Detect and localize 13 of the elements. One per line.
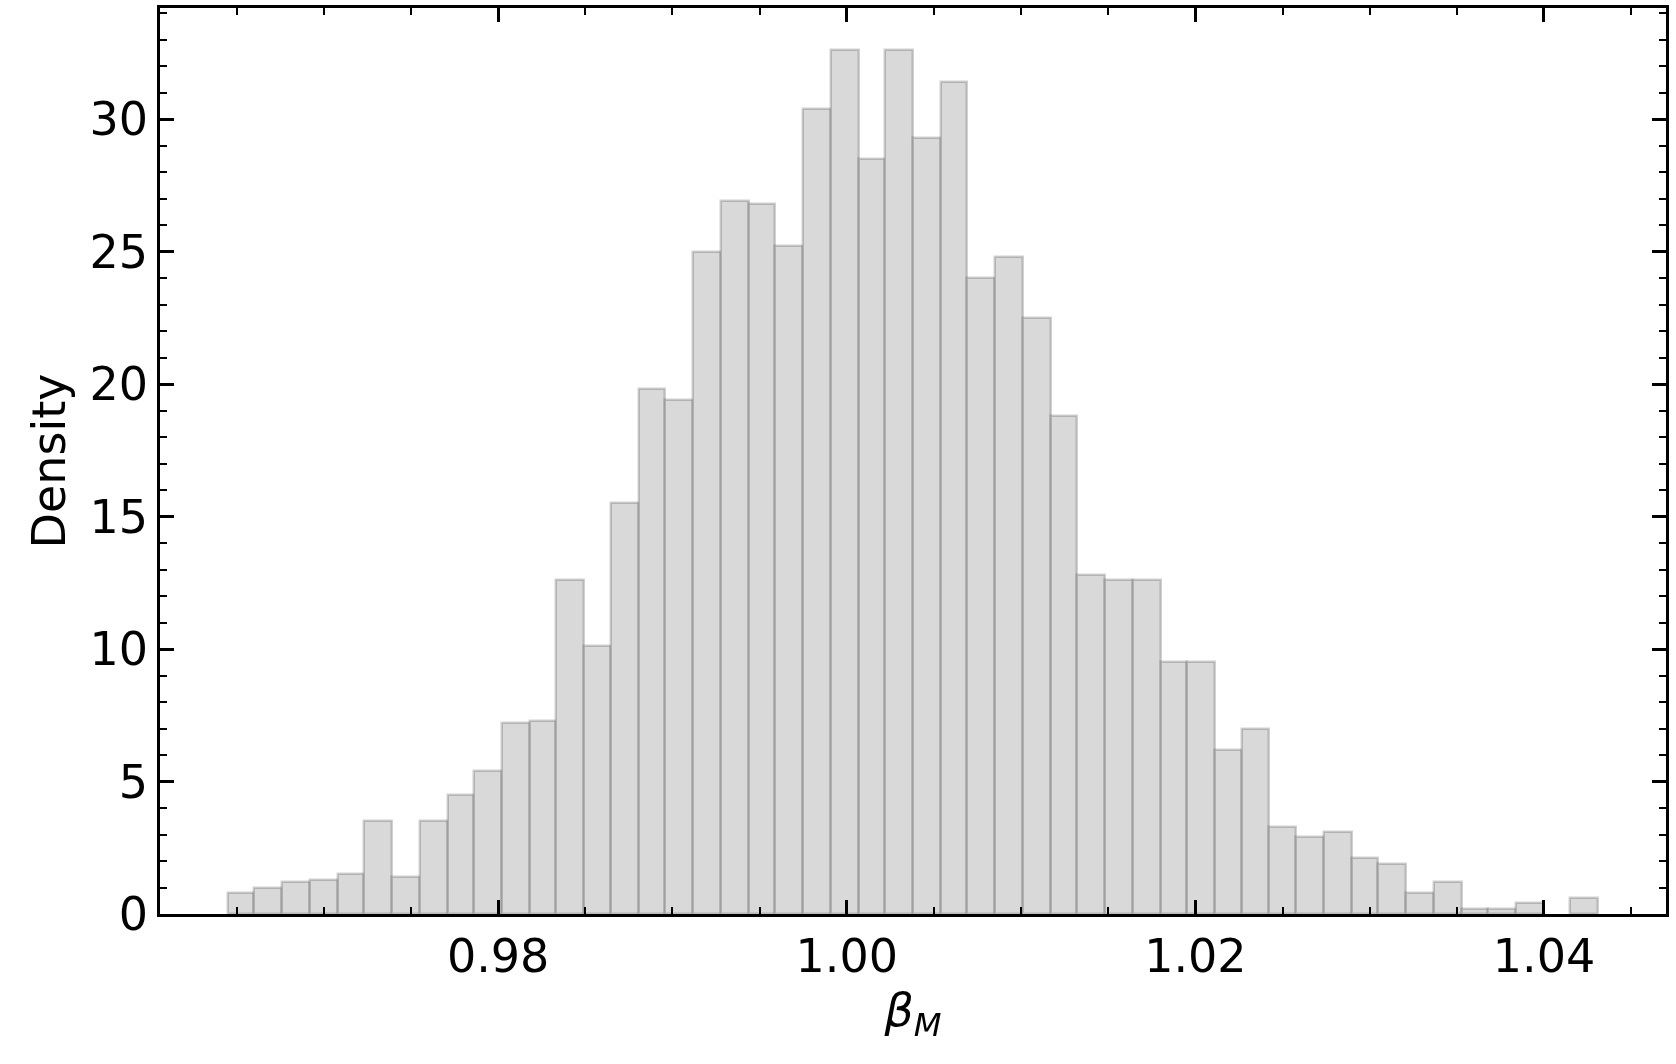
x-tick-label: 1.00 [795, 928, 898, 983]
x-axis-title: β$_{M}$ [883, 982, 942, 1044]
y-axis-title: Density [21, 373, 76, 549]
y-tick-label: 10 [89, 622, 149, 677]
y-tick-label: 30 [89, 92, 149, 147]
x-tick-label: 1.02 [1144, 928, 1247, 983]
y-tick-label: 20 [89, 357, 149, 412]
y-tick-label: 0 [118, 887, 149, 942]
y-tick-label: 15 [89, 489, 149, 544]
y-tick-label: 5 [118, 754, 149, 809]
x-tick-label: 1.04 [1492, 928, 1596, 983]
x-tick-label: 0.98 [446, 928, 550, 983]
y-tick-label: 25 [89, 224, 149, 279]
